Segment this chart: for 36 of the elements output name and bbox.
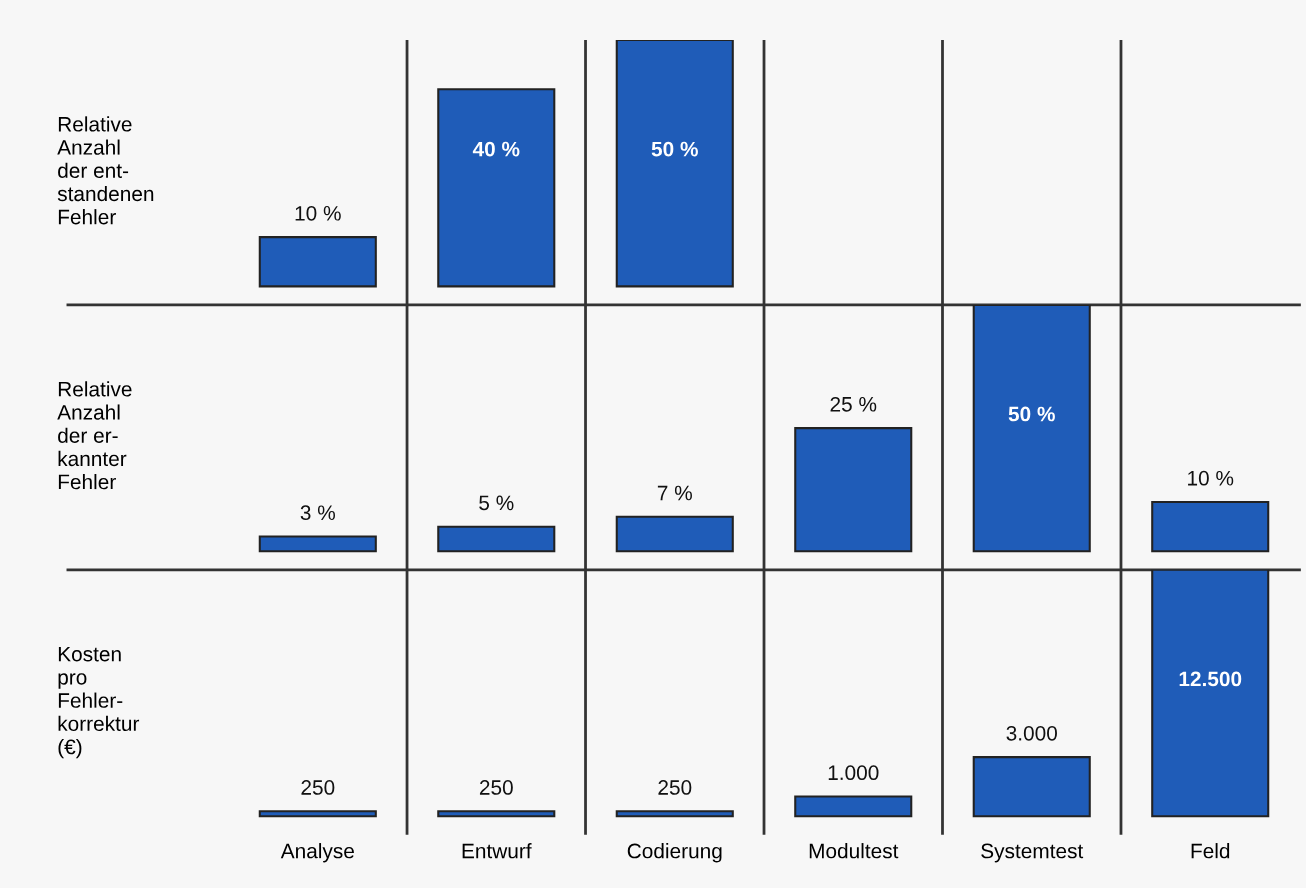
bar (258, 535, 377, 553)
data-label: 250 (301, 780, 335, 795)
data-label: 50 % (1008, 406, 1055, 422)
x-tick-label: Entwurf (462, 843, 532, 859)
data-label: 3 % (300, 505, 335, 521)
bar (794, 795, 913, 818)
data-label: 250 (479, 780, 513, 795)
data-label: 50 % (651, 141, 698, 157)
x-tick-label: Codierung (627, 843, 722, 863)
x-tick-label: Feld (1191, 843, 1230, 859)
data-label: 40 % (472, 141, 520, 157)
data-label: 250 (658, 780, 692, 795)
bar (437, 525, 556, 553)
x-tick-label: Systemtest (981, 843, 1084, 863)
y-axis-title: Relative Anzahl der ent- standenen Fehler (57, 116, 154, 225)
data-label: 5 % (479, 495, 514, 511)
data-label: 25 % (830, 396, 877, 412)
data-label: 10 % (1188, 470, 1234, 486)
bar (1151, 500, 1270, 553)
data-label: 7 % (657, 485, 692, 501)
bar (258, 810, 377, 818)
bar (972, 304, 1091, 553)
bar (1151, 569, 1270, 818)
data-label: 12.500 (1179, 671, 1242, 687)
bar (794, 427, 913, 553)
data-label: 1.000 (828, 765, 879, 781)
x-tick-label: Modultest (809, 843, 899, 859)
y-axis-title: Kosten pro Fehler- korrektur (€) (58, 646, 140, 759)
bar (615, 515, 734, 553)
x-tick-label: Analyse (280, 843, 354, 863)
bar (972, 756, 1091, 818)
data-label: 10 % (295, 205, 341, 221)
bar (615, 810, 734, 818)
data-label: 3.000 (1006, 725, 1057, 741)
bar (437, 810, 556, 818)
y-axis-title: Relative Anzahl der er- kannter Fehler (57, 381, 132, 490)
